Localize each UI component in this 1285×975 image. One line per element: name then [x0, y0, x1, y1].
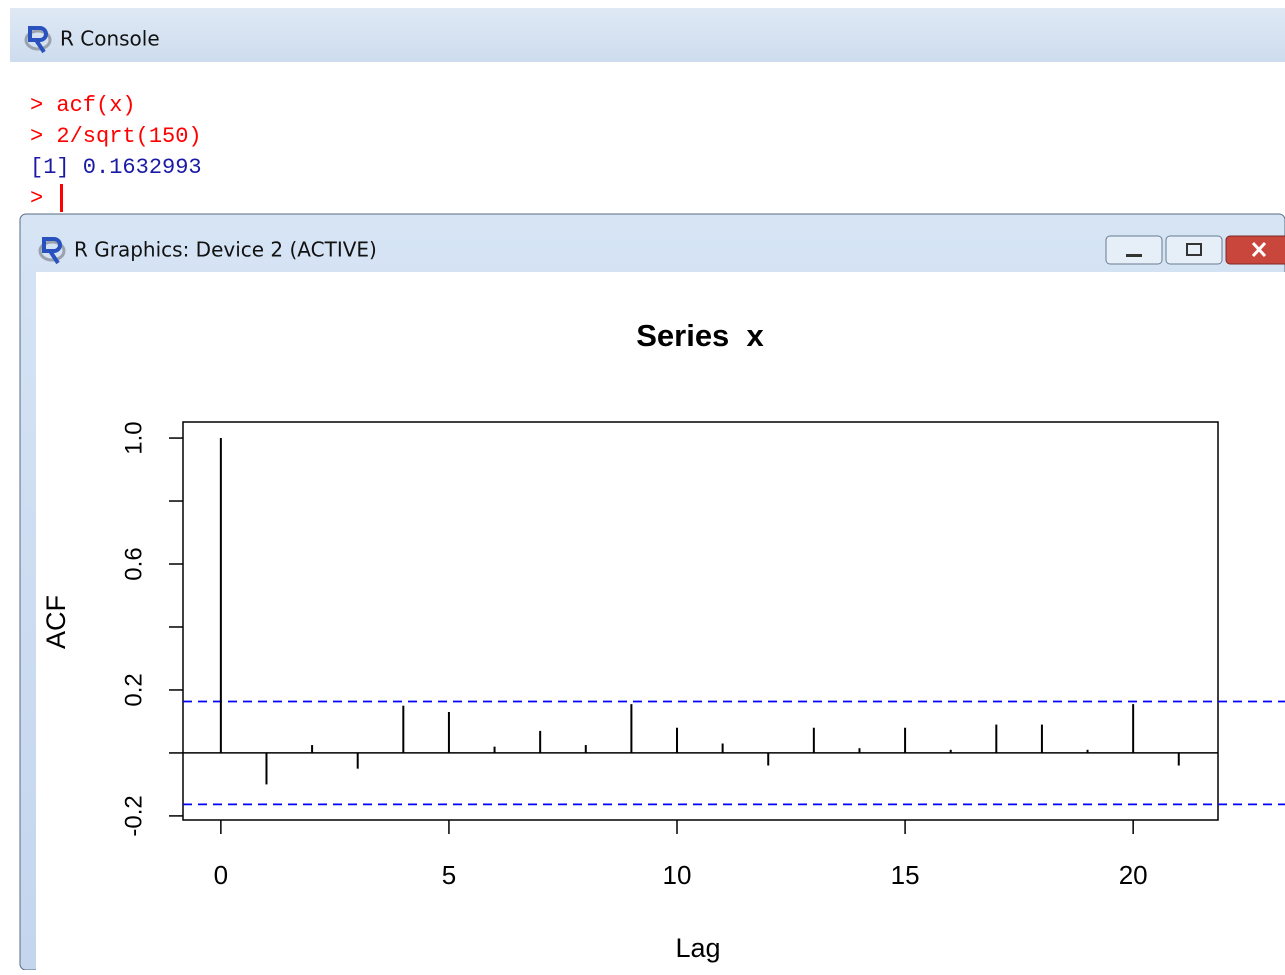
y-tick-label: -0.2 — [120, 795, 147, 836]
x-tick-label: 15 — [891, 860, 920, 890]
console-body — [16, 62, 1285, 217]
console-line: > 2/sqrt(150) — [30, 124, 202, 149]
graphics-window-title: R Graphics: Device 2 (ACTIVE) — [74, 238, 377, 262]
x-tick-label: 5 — [442, 860, 456, 890]
console-title-bar — [10, 8, 1285, 62]
maximize-button[interactable] — [1165, 235, 1223, 265]
console-line: [1] 0.1632993 — [30, 155, 202, 180]
y-tick-label: 0.2 — [120, 673, 147, 706]
y-axis-label: ACF — [41, 595, 71, 649]
console-title: R Console — [60, 27, 160, 51]
desktop-edge — [0, 0, 1285, 8]
chart-title: Series x — [636, 318, 764, 353]
close-button[interactable] — [1225, 235, 1285, 265]
r-icon — [24, 26, 52, 54]
plot-box — [182, 421, 1219, 821]
console-line: > acf(x) — [30, 93, 136, 118]
text-cursor — [60, 184, 63, 212]
r-icon — [38, 237, 66, 265]
x-tick-label: 20 — [1119, 860, 1148, 890]
x-tick-label: 10 — [663, 860, 692, 890]
x-tick-label: 0 — [214, 860, 228, 890]
x-axis-label: Lag — [675, 933, 720, 963]
plot-canvas — [36, 272, 1285, 970]
y-tick-label: 0.6 — [120, 547, 147, 580]
y-tick-label: 1.0 — [120, 421, 147, 454]
minimize-button[interactable] — [1105, 235, 1163, 265]
console-line: > — [30, 186, 43, 211]
